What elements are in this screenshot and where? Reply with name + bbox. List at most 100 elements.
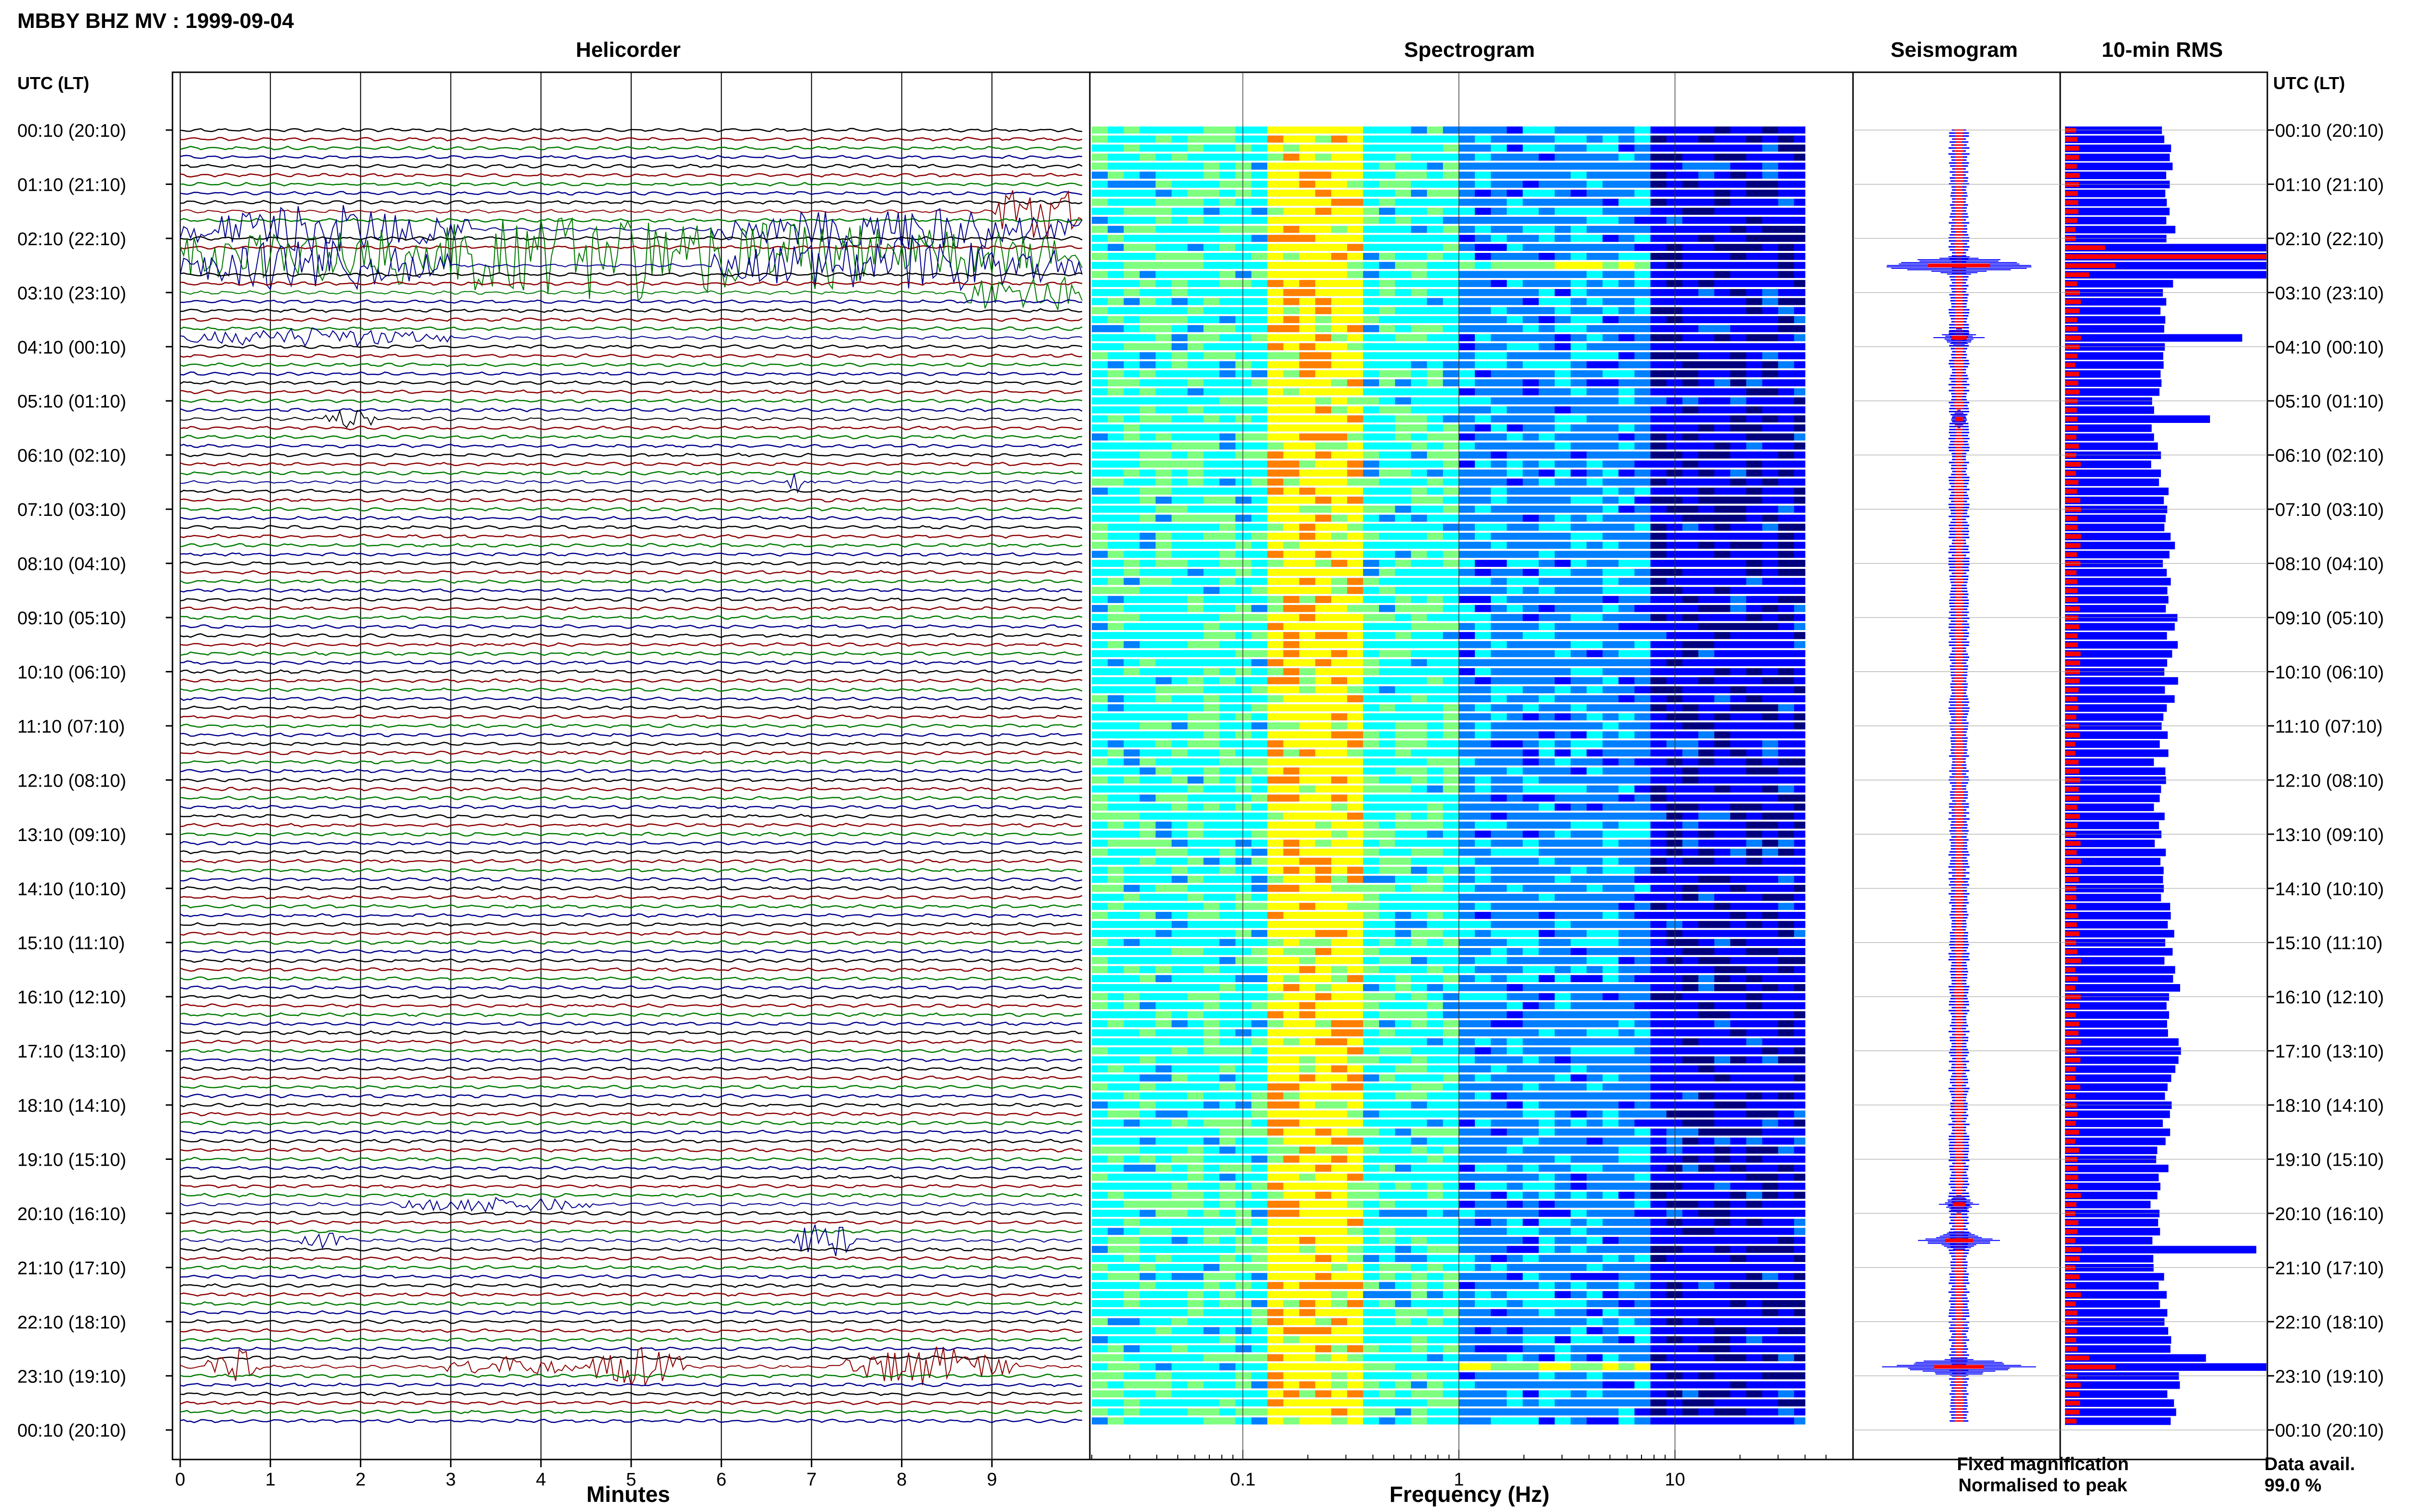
spectrogram-cell xyxy=(1475,722,1491,730)
spectrogram-cell xyxy=(1283,767,1300,775)
spectrogram-cell xyxy=(1491,876,1507,883)
helicorder-trace xyxy=(180,886,1083,891)
spectrogram-cell xyxy=(1507,641,1523,648)
spectrogram-cell xyxy=(1730,957,1747,964)
spectrogram-cell xyxy=(1554,867,1571,874)
spectrogram-cell xyxy=(1124,821,1140,829)
spectrogram-cell xyxy=(1618,948,1635,955)
spectrogram-cell xyxy=(1682,605,1699,612)
spectrogram-cell xyxy=(1730,198,1747,206)
spectrogram-cell xyxy=(1650,821,1667,829)
spectrogram-cell xyxy=(1778,758,1795,766)
spectrogram-cell xyxy=(1251,145,1268,152)
spectrogram-cell xyxy=(1299,551,1316,558)
spectrogram-cell xyxy=(1187,659,1204,667)
spectrogram-cell xyxy=(1682,442,1699,450)
spectrogram-cell xyxy=(1538,181,1555,188)
spectrogram-cell xyxy=(1650,758,1667,766)
spectrogram-cell xyxy=(1124,253,1140,260)
spectrogram-cell xyxy=(1778,677,1795,684)
spectrogram-cell xyxy=(1522,460,1539,468)
spectrogram-cell xyxy=(1299,840,1316,847)
spectrogram-cell xyxy=(1427,514,1443,522)
spectrogram-cell xyxy=(1443,171,1459,179)
spectrogram-cell xyxy=(1283,803,1300,811)
spectrogram-cell xyxy=(1124,289,1140,296)
spectrogram-cell xyxy=(1347,262,1363,269)
spectrogram-cell xyxy=(1682,993,1699,1000)
spectrogram-cell xyxy=(1475,406,1491,414)
spectrogram-cell xyxy=(1618,704,1635,711)
spectrogram-cell xyxy=(1363,668,1379,675)
spectrogram-cell xyxy=(1235,1011,1252,1018)
spectrogram-cell xyxy=(1794,1083,1806,1091)
spectrogram-cell xyxy=(1475,677,1491,684)
spectrogram-cell xyxy=(1618,930,1635,937)
spectrogram-cell xyxy=(1698,948,1715,955)
spectrogram-cell xyxy=(1778,966,1795,973)
spectrogram-cell xyxy=(1155,1092,1172,1100)
spectrogram-cell xyxy=(1235,587,1252,594)
spectrogram-cell xyxy=(1570,198,1587,206)
spectrogram-cell xyxy=(1443,596,1459,603)
spectrogram-cell xyxy=(1682,704,1699,711)
spectrogram-cell xyxy=(1522,208,1539,215)
spectrogram-cell xyxy=(1587,930,1603,937)
spectrogram-cell xyxy=(1092,785,1108,793)
spectrogram-cell xyxy=(1602,442,1619,450)
spectrogram-cell xyxy=(1650,126,1667,134)
helicorder-trace xyxy=(180,344,1083,349)
spectrogram-cell xyxy=(1203,857,1220,865)
spectrogram-cell xyxy=(1347,740,1363,748)
spectrogram-cell xyxy=(1507,370,1523,378)
spectrogram-cell xyxy=(1522,514,1539,522)
spectrogram-cell xyxy=(1203,840,1220,847)
spectrogram-cell xyxy=(1794,388,1806,395)
spectrogram-cell xyxy=(1602,966,1619,973)
spectrogram-cell xyxy=(1108,1038,1124,1046)
helicorder-trace xyxy=(180,1283,1083,1288)
spectrogram-cell xyxy=(1794,785,1806,793)
spectrogram-cell xyxy=(1203,253,1220,260)
spectrogram-cell xyxy=(1538,560,1555,567)
spectrogram-cell xyxy=(1108,334,1124,342)
spectrogram-cell xyxy=(1475,541,1491,549)
spectrogram-cell xyxy=(1491,920,1507,928)
spectrogram-cell xyxy=(1730,244,1747,251)
spectrogram-cell xyxy=(1507,361,1523,368)
spectrogram-cell xyxy=(1411,560,1428,567)
spectrogram-cell xyxy=(1203,271,1220,278)
spectrogram-cell xyxy=(1427,948,1443,955)
spectrogram-cell xyxy=(1698,569,1715,576)
helicorder-trace xyxy=(180,172,1083,178)
spectrogram-cell xyxy=(1347,478,1363,486)
spectrogram-cell xyxy=(1491,541,1507,549)
spectrogram-cell xyxy=(1299,433,1316,441)
spectrogram-cell xyxy=(1139,677,1156,684)
spectrogram-cell xyxy=(1155,830,1172,838)
helicorder-trace xyxy=(180,1066,1083,1071)
spectrogram-cell xyxy=(1155,614,1172,621)
spectrogram-cell xyxy=(1379,370,1395,378)
spectrogram-cell xyxy=(1698,397,1715,405)
spectrogram-cell xyxy=(1570,848,1587,856)
spectrogram-cell xyxy=(1155,352,1172,359)
spectrogram-cell xyxy=(1108,217,1124,224)
spectrogram-cell xyxy=(1379,145,1395,152)
spectrogram-cell xyxy=(1507,415,1523,422)
spectrogram-cell xyxy=(1411,497,1428,504)
spectrogram-cell xyxy=(1475,478,1491,486)
spectrogram-cell xyxy=(1235,361,1252,368)
spectrogram-cell xyxy=(1443,1029,1459,1037)
spectrogram-cell xyxy=(1283,145,1300,152)
spectrogram-cell xyxy=(1459,993,1475,1000)
spectrogram-cell xyxy=(1267,514,1284,522)
spectrogram-cell xyxy=(1395,903,1412,910)
spectrogram-cell xyxy=(1587,848,1603,856)
spectrogram-cell xyxy=(1459,894,1475,901)
spectrogram-cell xyxy=(1730,857,1747,865)
spectrogram-cell xyxy=(1187,948,1204,955)
spectrogram-cell xyxy=(1108,993,1124,1000)
spectrogram-cell xyxy=(1746,1002,1762,1010)
spectrogram-cell xyxy=(1363,135,1379,143)
